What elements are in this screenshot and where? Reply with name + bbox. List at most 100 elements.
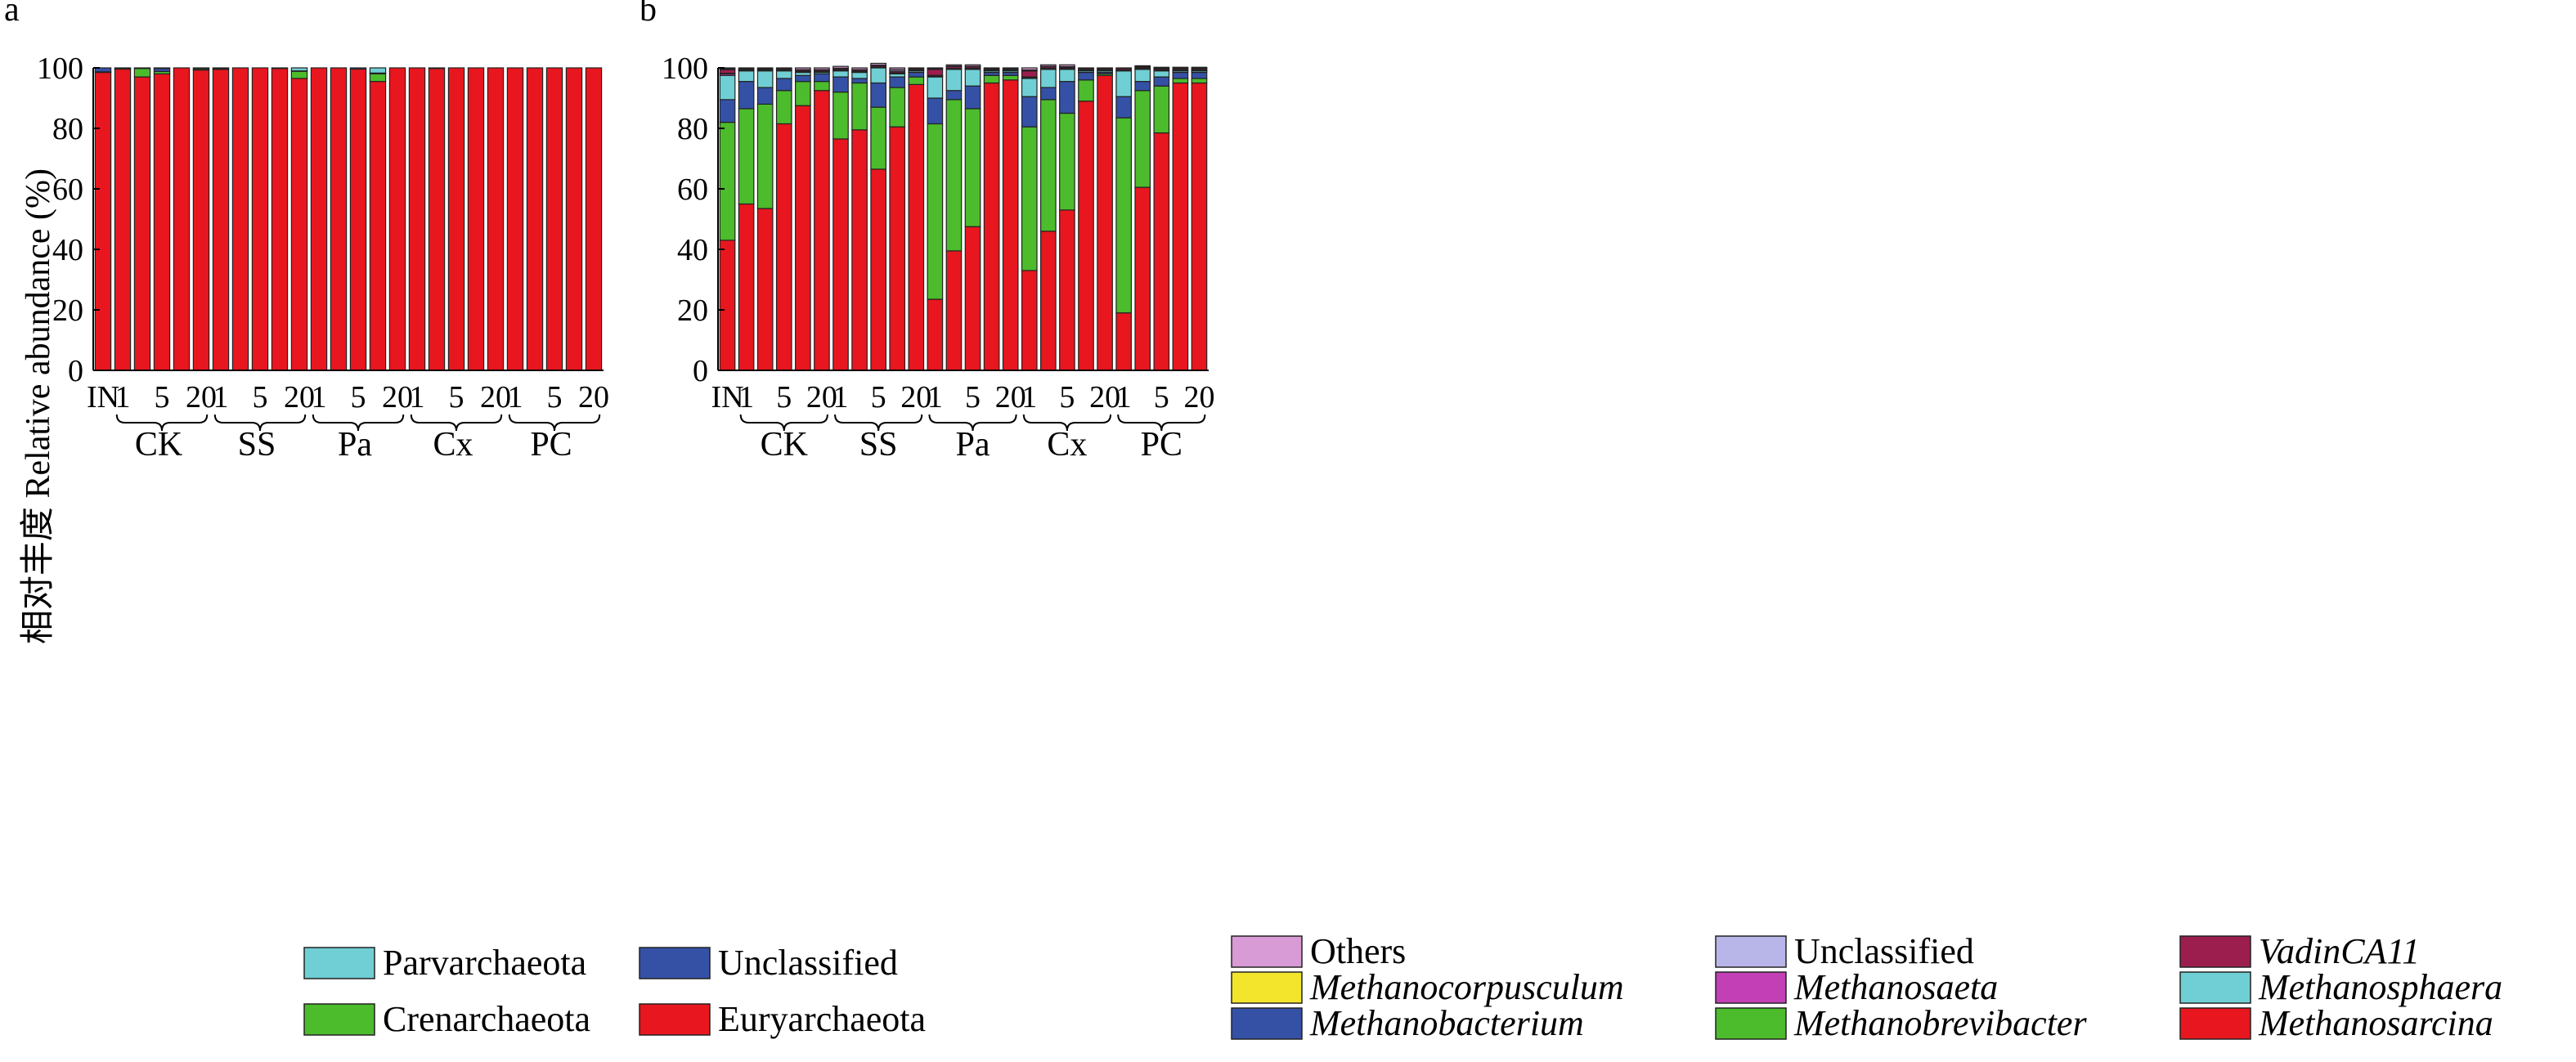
x-tick-label: 20 [480, 380, 511, 414]
bar-segment [192, 69, 210, 371]
bar-segment [795, 67, 811, 70]
bar-segment [983, 82, 1000, 371]
x-tick-label: 1 [1021, 380, 1037, 414]
bar-segment [1134, 69, 1151, 83]
bar-segment [851, 67, 868, 70]
group-brace [115, 414, 209, 432]
bar-segment [814, 73, 830, 83]
bar-segment [428, 67, 446, 69]
group-label: PC [530, 426, 572, 464]
bar-segment [94, 67, 112, 73]
bar-segment [1115, 312, 1132, 371]
legend-label: VadinCA11 [2259, 931, 2420, 971]
bar-segment [153, 73, 171, 371]
x-tick-label: 20 [900, 380, 931, 414]
bar-segment [1097, 67, 1113, 69]
bar-segment [832, 138, 849, 371]
bar-segment [927, 67, 944, 69]
legend-swatch [2179, 935, 2251, 968]
legend-swatch [1715, 935, 1787, 968]
x-tick-label: 5 [449, 380, 464, 414]
bar-segment [271, 68, 289, 371]
bar-segment [1078, 79, 1094, 102]
bar-segment [1115, 96, 1132, 119]
bar-segment [851, 129, 868, 371]
bar-segment [212, 69, 230, 371]
y-tick-label: 100 [662, 52, 708, 86]
bar-segment [945, 90, 963, 101]
group-brace [1117, 414, 1206, 432]
bar-segment [832, 91, 849, 140]
bar-segment [565, 67, 583, 371]
bar-segment [290, 67, 308, 72]
bar-segment [1021, 96, 1038, 128]
y-tick-label: 20 [52, 294, 83, 328]
legend-label: Methanobrevibacter [1793, 1003, 2087, 1043]
bar-segment [889, 87, 906, 128]
bar-segment [1172, 82, 1189, 371]
bar-segment [738, 67, 755, 69]
x-tick-label: 5 [547, 380, 563, 414]
bar-segment [1078, 101, 1094, 371]
bar-segment [1172, 71, 1189, 79]
bar-segment [1153, 66, 1170, 69]
bar-segment [1097, 74, 1113, 371]
bar-segment [1021, 126, 1038, 271]
x-tick-label: 20 [1089, 380, 1120, 414]
x-tick-label: 5 [253, 380, 268, 414]
bar-segment [1040, 231, 1057, 371]
group-label: CK [761, 426, 808, 464]
bar-segment [832, 70, 849, 78]
bar-segment [719, 74, 736, 101]
bar-segment [719, 240, 736, 371]
bar-segment [889, 126, 906, 371]
x-tick-label: 20 [284, 380, 315, 414]
bar-segment [1153, 76, 1170, 87]
x-tick-label: 5 [871, 380, 886, 414]
bar-segment [738, 70, 755, 83]
y-tick-label: 40 [677, 233, 708, 267]
bar-segment [1172, 78, 1189, 84]
bar-segment [1040, 69, 1057, 88]
bar-segment [173, 67, 191, 371]
bar-segment [1002, 74, 1019, 81]
group-brace [410, 414, 503, 432]
bar-segment [870, 82, 886, 108]
x-tick-label: 20 [995, 380, 1026, 414]
bar-segment [964, 85, 981, 110]
bar-segment [1078, 71, 1094, 81]
bar-segment [526, 67, 544, 371]
bar-segment [983, 67, 1000, 69]
bar-segment [1134, 65, 1151, 68]
bar-segment [1021, 270, 1038, 371]
bar-segment [369, 73, 387, 83]
group-brace [213, 414, 307, 432]
bar-segment [114, 67, 132, 69]
bar-segment [927, 69, 944, 76]
group-label: Pa [956, 426, 990, 464]
bar-segment [832, 76, 849, 93]
bar-segment [908, 71, 925, 78]
bar-segment [1115, 67, 1132, 69]
legend-swatch [2179, 1007, 2251, 1040]
bar-segment [192, 67, 210, 69]
bar-segment [1172, 66, 1189, 69]
bar-segment [756, 87, 774, 105]
legend-a: Parvarchaeota Unclassified Crenarchaeota Eu… [303, 943, 926, 1039]
bar-segment [290, 78, 308, 371]
bar-segment [908, 76, 925, 85]
bar-segment [927, 298, 944, 371]
y-tick-label: 100 [37, 52, 83, 86]
bar-segment [775, 90, 792, 125]
bar-segment [1191, 78, 1208, 84]
bar-segment [945, 99, 963, 252]
legend-swatch [303, 947, 375, 979]
bar-segment [1191, 82, 1208, 371]
bar-segment [756, 70, 774, 88]
x-tick-label: IN [711, 380, 743, 414]
legend-label: Methanosaeta [1793, 967, 1998, 1007]
bar-segment [1078, 67, 1094, 69]
bar-segment [369, 67, 387, 74]
